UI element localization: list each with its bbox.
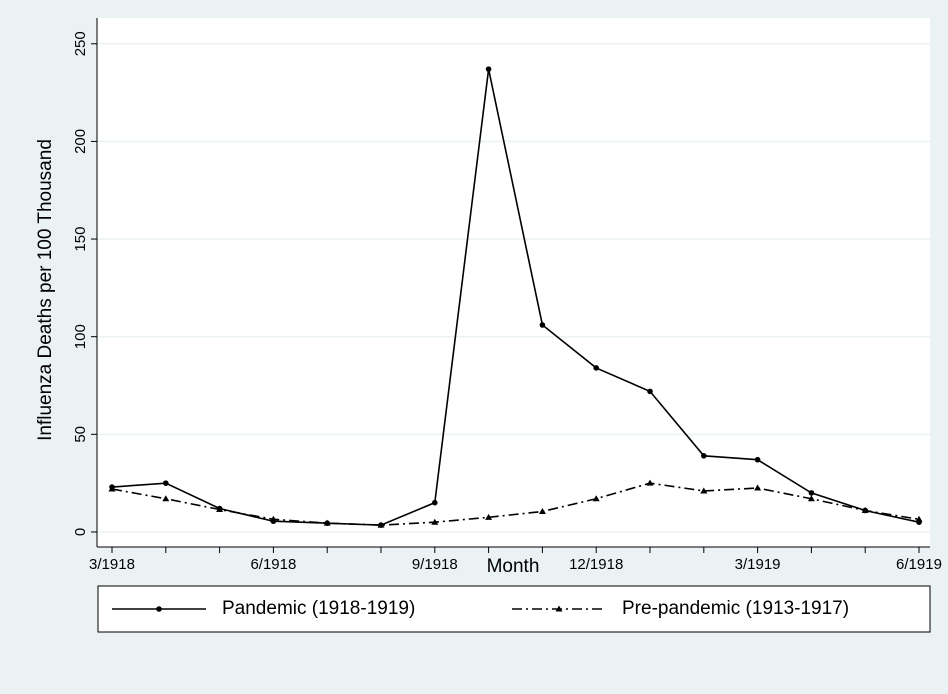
marker (754, 456, 761, 463)
marker (269, 515, 277, 522)
legend-label: Pre-pandemic (1913-1917) (622, 598, 849, 619)
marker (592, 495, 600, 502)
marker (432, 499, 438, 506)
y-tick-label: 250 (72, 31, 89, 56)
marker (700, 487, 708, 494)
marker (701, 453, 707, 459)
marker (861, 506, 869, 513)
marker (485, 513, 493, 520)
y-axis-title: Influenza Deaths per 100 Thousand (35, 139, 56, 441)
marker (538, 507, 546, 514)
marker (323, 519, 331, 526)
marker (156, 606, 162, 612)
marker (754, 484, 762, 491)
legend-label: Pandemic (1918-1919) (222, 598, 415, 619)
marker (163, 480, 169, 486)
series-line (111, 482, 920, 526)
marker (216, 506, 224, 513)
x-tick-label: 6/1919 (896, 556, 942, 573)
x-tick-label: 6/1918 (250, 556, 296, 573)
marker (593, 365, 599, 371)
marker (377, 521, 385, 528)
x-axis-title: Month (487, 556, 540, 577)
x-tick-label: 9/1918 (412, 556, 458, 573)
x-tick-label: 3/1919 (735, 556, 781, 573)
legend: Pandemic (1918-1919) Pre-pandemic (1913-1… (97, 585, 931, 633)
marker (555, 605, 563, 612)
marker (108, 485, 116, 492)
marker (485, 66, 492, 72)
x-tick-label: 12/1918 (569, 556, 623, 573)
y-tick-label: 200 (72, 129, 89, 154)
y-tick-label: 0 (72, 528, 89, 536)
marker (539, 322, 546, 328)
marker (647, 388, 653, 395)
marker (431, 518, 439, 525)
marker (807, 495, 815, 502)
y-tick-label: 50 (72, 426, 89, 443)
marker (808, 490, 815, 496)
marker (915, 515, 923, 522)
plot-area (97, 18, 930, 547)
y-tick-label: 150 (72, 227, 89, 252)
y-tick-label: 100 (72, 324, 89, 349)
x-tick-label: 3/1918 (89, 556, 135, 573)
marker (646, 479, 654, 486)
series-line (111, 68, 920, 526)
marker (162, 495, 170, 502)
